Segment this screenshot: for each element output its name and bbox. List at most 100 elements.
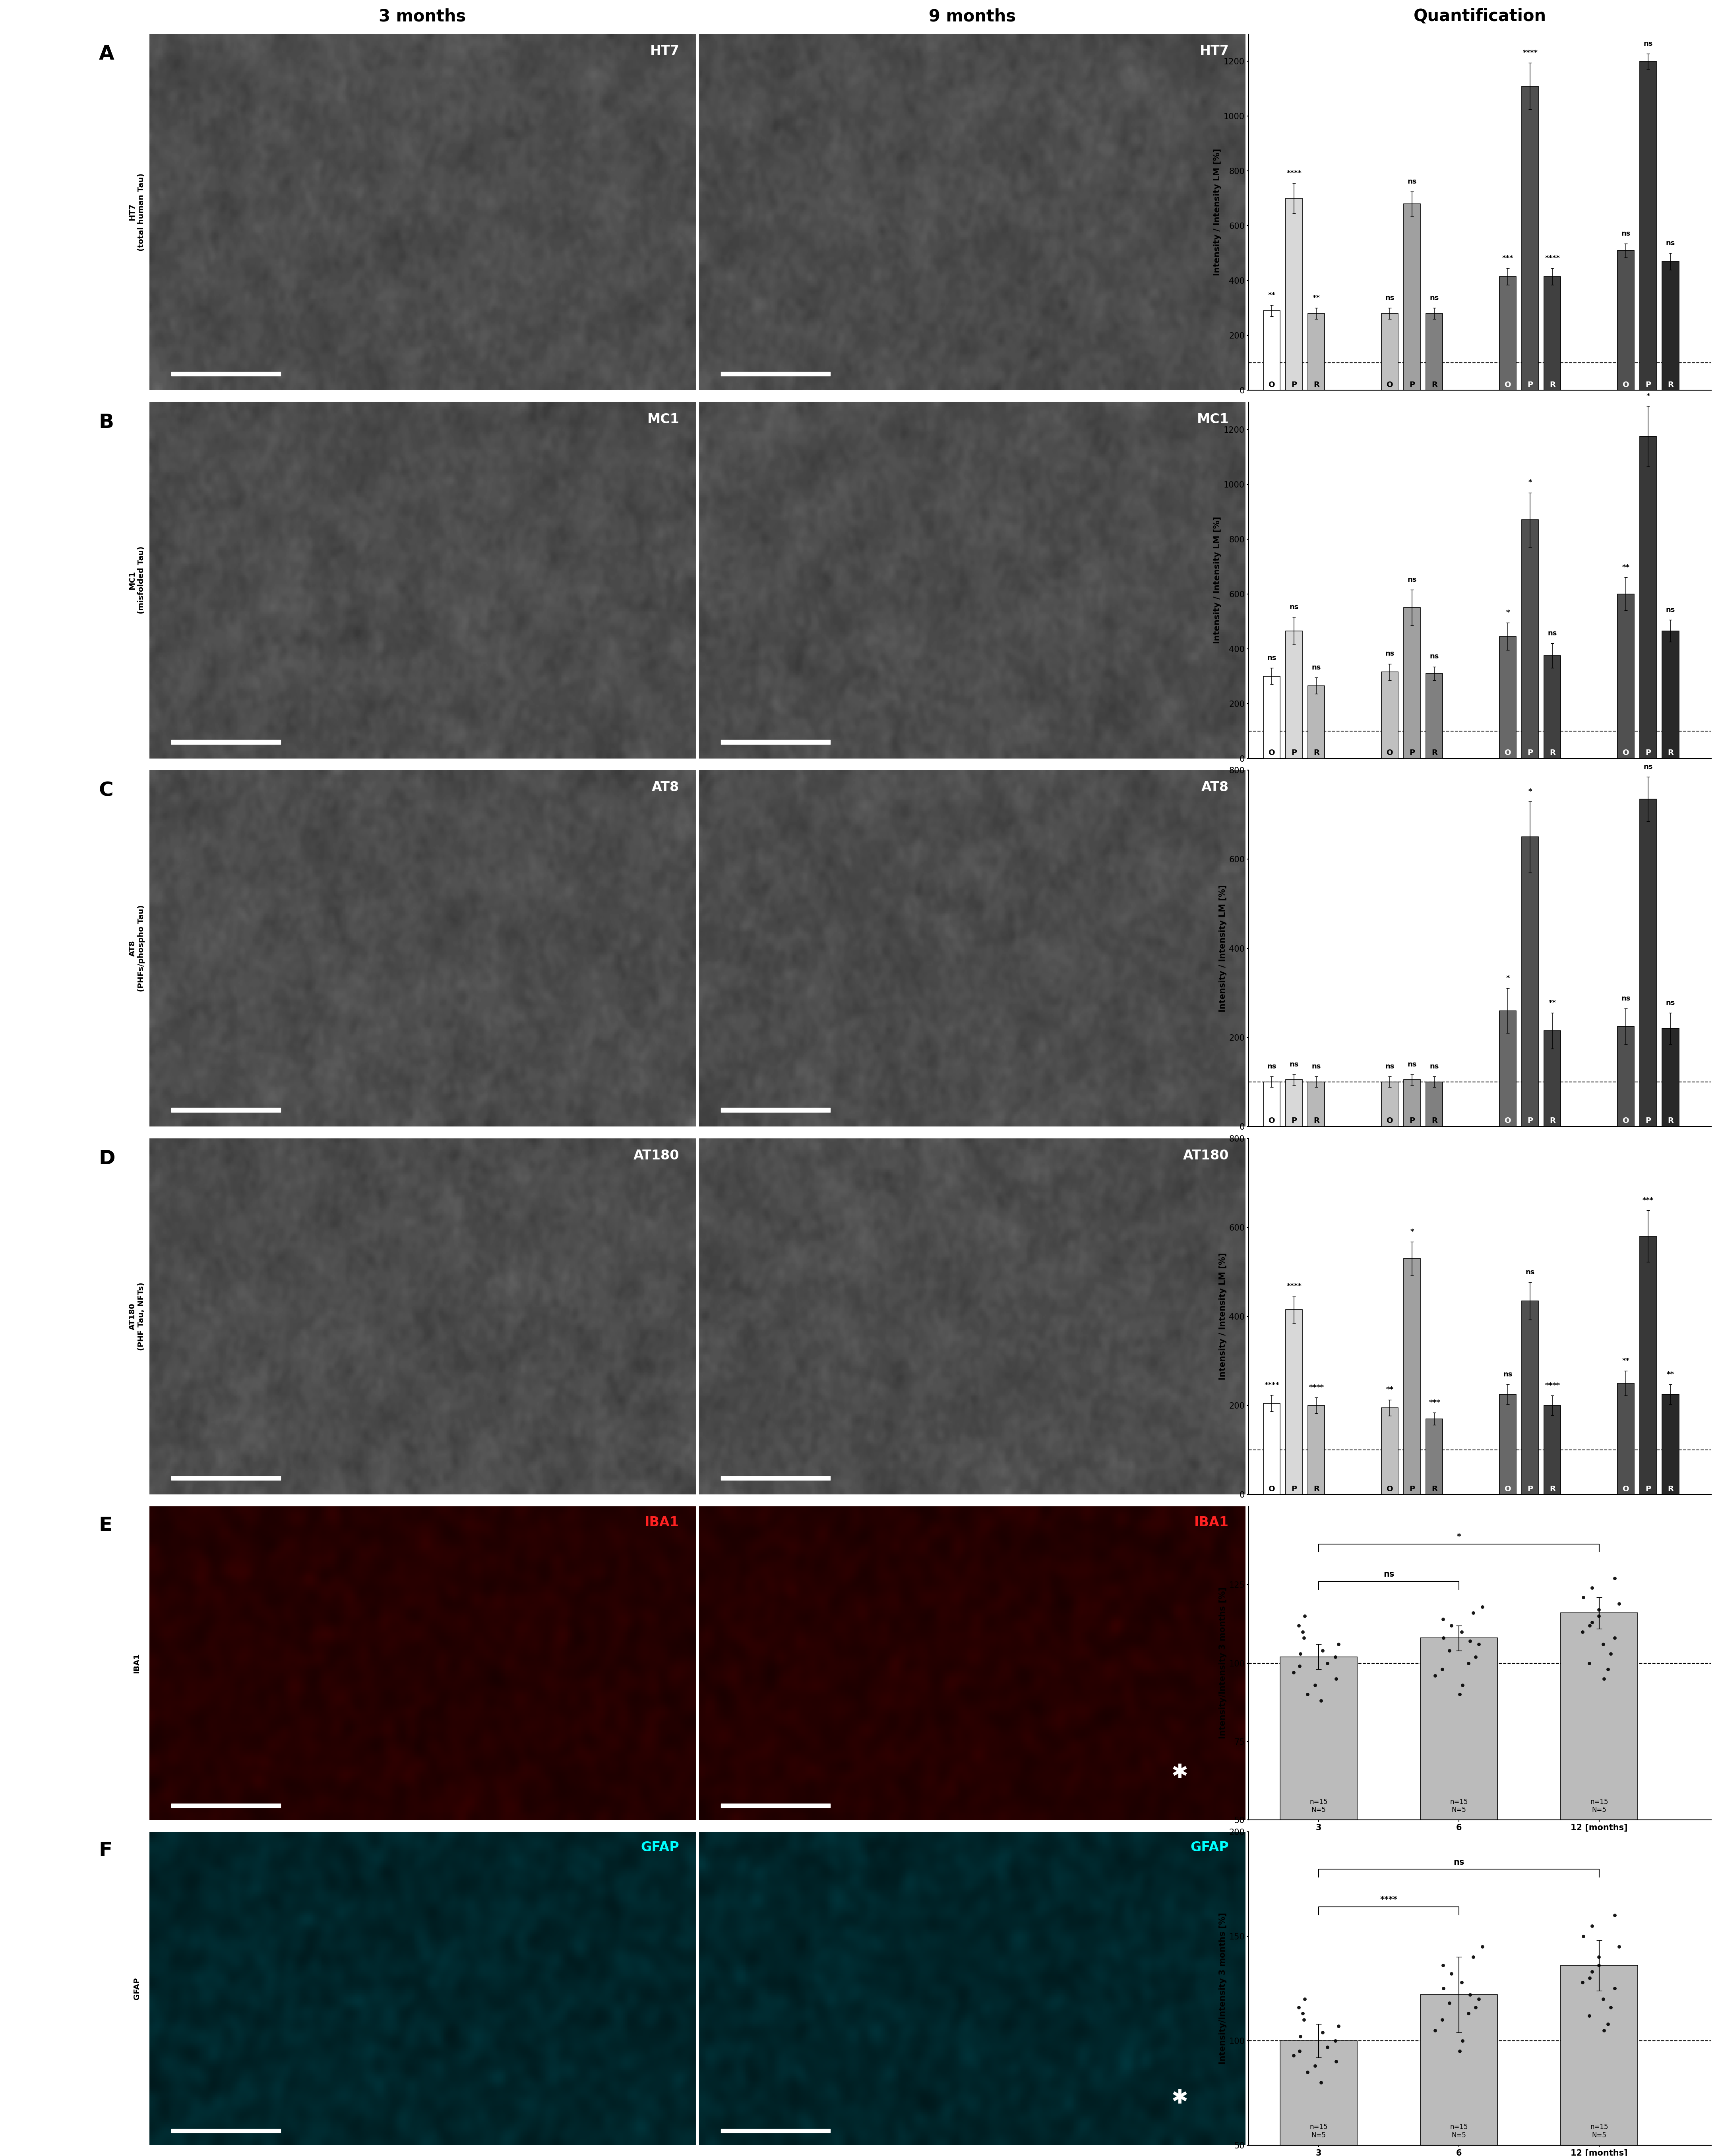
- Text: MC1: MC1: [647, 412, 679, 427]
- Point: [1280, 1656, 1307, 1690]
- Text: ns: ns: [1526, 1268, 1534, 1276]
- Point: [1586, 1600, 1613, 1634]
- Text: ns: ns: [1407, 179, 1417, 185]
- Point: [1601, 1561, 1629, 1595]
- Text: *: *: [1529, 479, 1533, 485]
- Point: [1469, 1589, 1496, 1623]
- Point: [1586, 1949, 1613, 1984]
- Bar: [1500, 1395, 1517, 1494]
- Text: ns: ns: [1429, 653, 1440, 660]
- Point: [1569, 1919, 1596, 1953]
- Bar: [1381, 1408, 1398, 1494]
- Bar: [1426, 313, 1443, 390]
- Bar: [1639, 1235, 1656, 1494]
- Point: [1290, 2003, 1318, 2037]
- Text: ****: ****: [1287, 170, 1302, 177]
- Bar: [1287, 1080, 1302, 1125]
- Text: ns: ns: [1268, 655, 1276, 662]
- Text: P: P: [1409, 748, 1416, 757]
- Text: P: P: [1292, 382, 1297, 388]
- Point: [1598, 1636, 1625, 1671]
- Bar: [1522, 520, 1538, 759]
- Bar: [1264, 1082, 1280, 1125]
- Point: [1429, 1949, 1457, 1984]
- Text: AT8
(PHFs/phospho Tau): AT8 (PHFs/phospho Tau): [129, 906, 144, 992]
- Text: 9 months: 9 months: [929, 9, 1015, 26]
- Text: 3: 3: [1292, 804, 1297, 813]
- Text: ns: ns: [1667, 1000, 1675, 1007]
- Bar: [721, 371, 831, 375]
- Y-axis label: Intensity/Intensity 3 months [%]: Intensity/Intensity 3 months [%]: [1219, 1912, 1226, 2063]
- Bar: [1545, 1031, 1560, 1125]
- Text: O: O: [1505, 382, 1512, 388]
- Text: 3 months: 3 months: [378, 9, 466, 26]
- Bar: [1307, 686, 1324, 759]
- Bar: [1421, 1639, 1498, 1977]
- Bar: [1287, 198, 1302, 390]
- Point: [1429, 1621, 1457, 1656]
- Text: MC1: MC1: [1197, 412, 1228, 427]
- Text: Quantification: Quantification: [1414, 9, 1546, 26]
- Text: R: R: [1550, 1485, 1555, 1492]
- Text: O: O: [1505, 748, 1512, 757]
- Bar: [1264, 310, 1280, 390]
- Text: F: F: [98, 1841, 112, 1861]
- Text: 3: 3: [1292, 438, 1297, 444]
- Point: [1300, 1669, 1328, 1703]
- Text: ns: ns: [1312, 1063, 1321, 1069]
- Text: ns: ns: [1503, 1371, 1512, 1378]
- Text: 12[months]: 12[months]: [1619, 1542, 1677, 1548]
- Point: [1438, 1955, 1465, 1990]
- Point: [1321, 2024, 1348, 2059]
- Text: P: P: [1646, 382, 1651, 388]
- Bar: [1404, 205, 1421, 390]
- Point: [1448, 2024, 1476, 2059]
- Bar: [1381, 1082, 1398, 1125]
- Point: [1307, 2065, 1335, 2100]
- Text: MC1
(misfolded Tau): MC1 (misfolded Tau): [129, 545, 144, 614]
- Text: 9: 9: [1527, 1173, 1533, 1181]
- Text: IBA1: IBA1: [1194, 1516, 1228, 1529]
- Text: AT8: AT8: [1202, 780, 1228, 793]
- Point: [1421, 2014, 1448, 2048]
- Bar: [1639, 800, 1656, 1125]
- Text: O: O: [1622, 748, 1629, 757]
- Text: **: **: [1667, 1371, 1674, 1378]
- Point: [1293, 1677, 1321, 1712]
- Text: O: O: [1268, 1485, 1275, 1492]
- Text: ns: ns: [1290, 604, 1299, 610]
- Text: ns: ns: [1312, 664, 1321, 671]
- Text: E: E: [98, 1516, 112, 1535]
- Bar: [1426, 1082, 1443, 1125]
- Bar: [1617, 593, 1634, 759]
- Text: P: P: [1646, 1485, 1651, 1492]
- Point: [1569, 1615, 1596, 1649]
- Point: [1290, 1981, 1318, 2016]
- Point: [1309, 1634, 1336, 1669]
- Bar: [1287, 1309, 1302, 1494]
- Point: [1288, 1996, 1316, 2031]
- Bar: [1639, 60, 1656, 390]
- Text: P: P: [1292, 748, 1297, 757]
- Bar: [1421, 1994, 1498, 2156]
- Text: O: O: [1386, 1117, 1393, 1125]
- Bar: [1617, 250, 1634, 390]
- Point: [1285, 1990, 1312, 2024]
- Text: P: P: [1292, 1117, 1297, 1125]
- Point: [1584, 1593, 1612, 1628]
- Text: n=15
N=5: n=15 N=5: [1450, 2124, 1467, 2139]
- Point: [1323, 2044, 1350, 2078]
- Point: [1465, 1628, 1493, 1662]
- Text: O: O: [1268, 1117, 1275, 1125]
- Text: O: O: [1268, 382, 1275, 388]
- Text: 12[months]: 12[months]: [1619, 1173, 1677, 1181]
- Point: [1447, 1677, 1474, 1712]
- Point: [1455, 1996, 1483, 2031]
- Point: [1576, 1999, 1603, 2033]
- Text: 9: 9: [1527, 804, 1533, 813]
- Point: [1569, 1964, 1596, 1999]
- Text: C: C: [98, 780, 114, 800]
- Text: P: P: [1527, 382, 1533, 388]
- Point: [1447, 2033, 1474, 2068]
- Text: O: O: [1505, 1485, 1512, 1492]
